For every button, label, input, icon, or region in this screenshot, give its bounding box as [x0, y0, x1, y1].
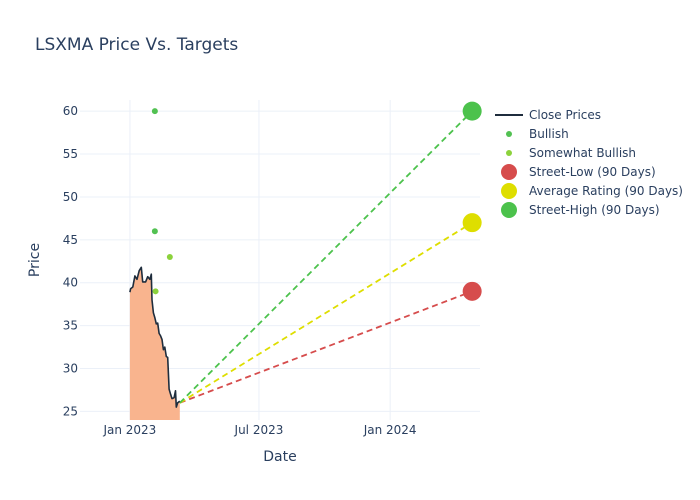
- x-tick-label: Jul 2023: [234, 423, 284, 437]
- y-tick-label: 40: [63, 276, 78, 290]
- somewhat-bullish-point: [152, 288, 159, 295]
- y-tick-label: 45: [63, 233, 78, 247]
- x-tick-label: Jan 2023: [102, 423, 156, 437]
- close-price-area: [129, 267, 180, 420]
- legend-large-dot-swatch: [501, 202, 517, 218]
- somewhat-bullish-point: [166, 253, 173, 260]
- legend-label: Bullish: [529, 127, 569, 141]
- y-tick-label: 25: [63, 404, 78, 418]
- y-tick-label: 30: [63, 362, 78, 376]
- target-line: [179, 221, 473, 404]
- bullish-point: [151, 108, 158, 115]
- target-point: [462, 213, 482, 233]
- bullish-point: [151, 228, 158, 235]
- close-price-area-fill: [129, 267, 180, 420]
- close-price-line-group: [129, 266, 181, 408]
- legend-label: Somewhat Bullish: [529, 146, 636, 160]
- legend-large-dot-swatch: [501, 183, 517, 199]
- y-axis-title: Price: [27, 243, 43, 277]
- target-lines: [179, 110, 473, 404]
- legend-label: Average Rating (90 Days): [529, 184, 683, 198]
- x-tick-label: Jan 2024: [363, 423, 417, 437]
- y-tick-label: 60: [63, 104, 78, 118]
- legend-large-dot-swatch: [501, 164, 517, 180]
- target-point: [462, 101, 482, 121]
- legend-small-dot-swatch: [506, 131, 512, 137]
- x-axis-ticks: Jan 2023 Jul 2023 Jan 2024: [102, 423, 416, 437]
- chart-title: LSXMA Price Vs. Targets: [35, 35, 238, 55]
- legend-label: Close Prices: [529, 108, 601, 122]
- y-tick-label: 55: [63, 147, 78, 161]
- target-line: [179, 110, 473, 404]
- target-point: [462, 281, 482, 301]
- legend-label: Street-Low (90 Days): [529, 165, 656, 179]
- target-line: [179, 290, 473, 404]
- legend[interactable]: Close Prices Bullish Somewhat Bullish Stree…: [495, 108, 683, 218]
- y-axis-ticks: 25 30 35 40 45 50 55 60: [63, 104, 78, 418]
- markers: [151, 101, 482, 301]
- close-price-line: [129, 266, 181, 408]
- legend-label: Street-High (90 Days): [529, 203, 660, 217]
- x-axis-title: Date: [263, 449, 296, 465]
- y-tick-label: 35: [63, 319, 78, 333]
- y-tick-label: 50: [63, 190, 78, 204]
- legend-small-dot-swatch: [506, 150, 512, 156]
